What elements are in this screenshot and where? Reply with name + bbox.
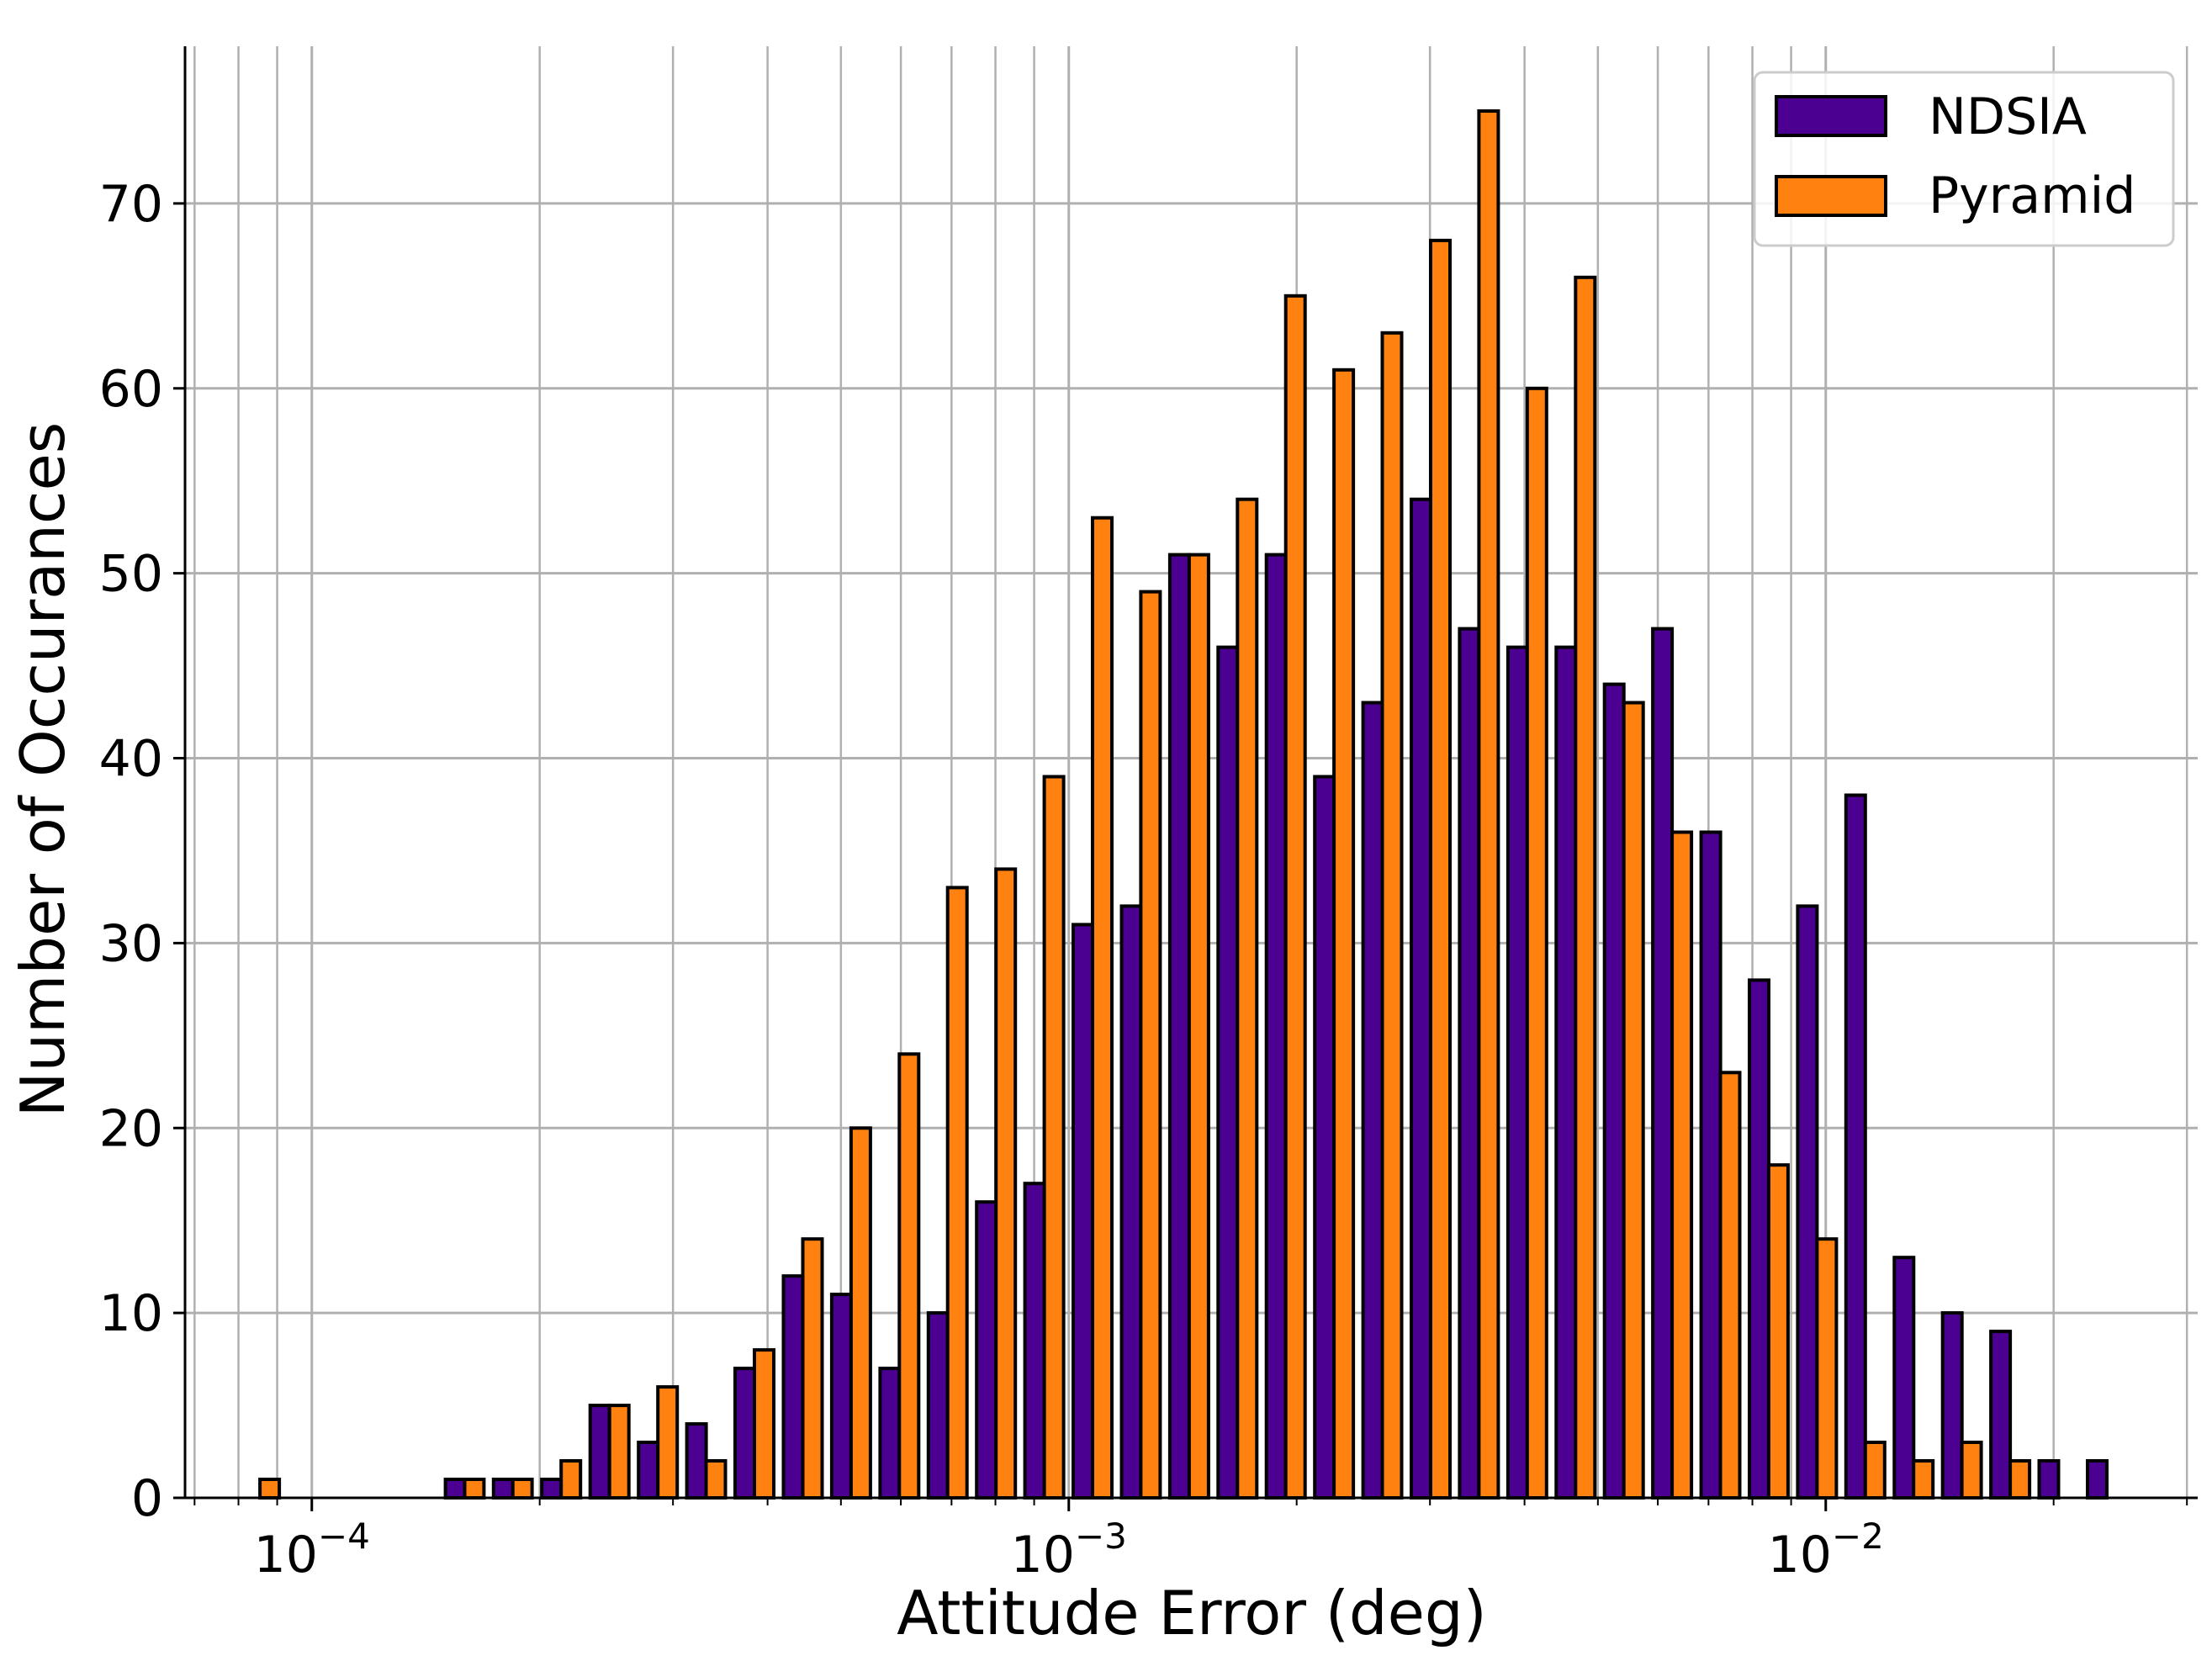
legend-label-ndsia: NDSIA xyxy=(1929,87,2087,146)
bar-pyramid xyxy=(801,1237,824,1500)
bar-ndsia xyxy=(1748,978,1770,1500)
bar-ndsia xyxy=(1361,701,1384,1500)
y-tick-label: 20 xyxy=(99,1099,163,1158)
bar-pyramid xyxy=(1091,516,1114,1500)
bar-ndsia xyxy=(1699,830,1723,1500)
bar-pyramid xyxy=(1574,275,1597,1500)
legend-swatch-ndsia xyxy=(1775,95,1887,137)
bar-pyramid xyxy=(1477,109,1500,1500)
x-tick-label-base: 10 xyxy=(1011,1526,1075,1584)
bar-ndsia xyxy=(1167,553,1191,1500)
bar-pyramid xyxy=(1187,553,1210,1500)
bar-ndsia xyxy=(733,1367,756,1500)
bar-ndsia xyxy=(1844,793,1867,1500)
x-tick-label-exponent: −2 xyxy=(1832,1516,1884,1557)
bar-ndsia xyxy=(637,1441,660,1500)
y-axis-label: Number of Occurances xyxy=(8,422,78,1118)
bar-ndsia xyxy=(1554,645,1578,1500)
bar-ndsia xyxy=(540,1478,564,1500)
legend: NDSIA Pyramid xyxy=(1753,71,2175,247)
bar-pyramid xyxy=(511,1478,534,1500)
bar-pyramid xyxy=(463,1478,486,1500)
y-tick-label: 0 xyxy=(131,1469,163,1528)
bar-ndsia xyxy=(1072,923,1094,1500)
y-tick-label: 70 xyxy=(99,175,163,234)
bar-pyramid xyxy=(1139,590,1162,1500)
legend-swatch-pyramid xyxy=(1775,175,1887,217)
bar-ndsia xyxy=(685,1422,708,1500)
y-tick-label: 10 xyxy=(99,1284,163,1343)
bar-pyramid xyxy=(1815,1237,1839,1500)
bar-ndsia xyxy=(926,1311,950,1500)
bar-pyramid xyxy=(1766,1163,1790,1500)
bar-ndsia xyxy=(1892,1256,1916,1500)
bar-pyramid xyxy=(1332,368,1356,1500)
bar-ndsia xyxy=(878,1367,902,1500)
bar-pyramid xyxy=(1863,1441,1887,1500)
bar-pyramid xyxy=(1283,294,1307,1500)
bar-pyramid xyxy=(1380,331,1404,1500)
bar-pyramid xyxy=(897,1052,921,1500)
bar-pyramid xyxy=(607,1404,631,1500)
bar-pyramid xyxy=(656,1385,680,1500)
bar-pyramid xyxy=(1622,701,1645,1500)
bar-pyramid xyxy=(1960,1441,1983,1500)
x-axis-label: Attitude Error (deg) xyxy=(897,1578,1486,1648)
bar-pyramid xyxy=(849,1126,872,1500)
bars-group xyxy=(258,109,2109,1500)
bar-ndsia xyxy=(1602,682,1626,1500)
bar-ndsia xyxy=(1651,627,1675,1500)
x-tick-label: 10−2 xyxy=(1768,1516,1884,1584)
bar-ndsia xyxy=(781,1274,805,1500)
axes-group xyxy=(183,46,2198,1500)
bar-pyramid xyxy=(2008,1459,2032,1500)
bar-pyramid xyxy=(1429,238,1452,1500)
y-tick-label: 60 xyxy=(99,360,163,419)
bar-ndsia xyxy=(443,1478,467,1500)
bar-ndsia xyxy=(2086,1459,2109,1500)
bar-ndsia xyxy=(975,1200,998,1500)
bar-ndsia xyxy=(1989,1330,2013,1500)
bar-ndsia xyxy=(1264,553,1288,1500)
bar-pyramid xyxy=(945,886,969,1500)
x-tick-label: 10−4 xyxy=(254,1516,370,1584)
y-tick-label: 50 xyxy=(99,545,163,604)
legend-label-pyramid: Pyramid xyxy=(1929,167,2135,225)
bar-ndsia xyxy=(829,1293,853,1500)
x-tick-label: 10−3 xyxy=(1011,1516,1127,1584)
bar-pyramid xyxy=(1718,1071,1742,1500)
x-tick-label-base: 10 xyxy=(254,1526,318,1584)
x-tick-label-base: 10 xyxy=(1768,1526,1832,1584)
x-tick-label-exponent: −3 xyxy=(1075,1516,1127,1557)
bar-ndsia xyxy=(491,1478,515,1500)
bar-pyramid xyxy=(559,1459,583,1500)
bar-ndsia xyxy=(1023,1182,1046,1500)
bar-ndsia xyxy=(1410,497,1432,1500)
bar-ndsia xyxy=(1458,627,1481,1500)
bar-ndsia xyxy=(1119,904,1143,1500)
bar-ndsia xyxy=(588,1404,611,1500)
bar-pyramid xyxy=(1670,830,1694,1500)
bar-pyramid xyxy=(1525,386,1548,1500)
y-tick-label: 30 xyxy=(99,914,163,973)
y-tick-label: 40 xyxy=(99,730,163,789)
bar-ndsia xyxy=(1940,1311,1964,1500)
bar-pyramid xyxy=(753,1348,775,1500)
bar-ndsia xyxy=(1216,645,1240,1500)
bar-pyramid xyxy=(994,867,1018,1500)
bar-ndsia xyxy=(1796,904,1819,1500)
bar-pyramid xyxy=(1236,497,1259,1500)
bar-ndsia xyxy=(1313,775,1336,1500)
bar-ndsia xyxy=(2037,1459,2061,1500)
x-tick-label-exponent: −4 xyxy=(318,1516,370,1557)
bar-pyramid xyxy=(704,1459,728,1500)
bar-pyramid xyxy=(258,1478,282,1500)
bar-pyramid xyxy=(1042,775,1066,1500)
bar-pyramid xyxy=(1912,1459,1935,1500)
bar-ndsia xyxy=(1506,645,1529,1500)
